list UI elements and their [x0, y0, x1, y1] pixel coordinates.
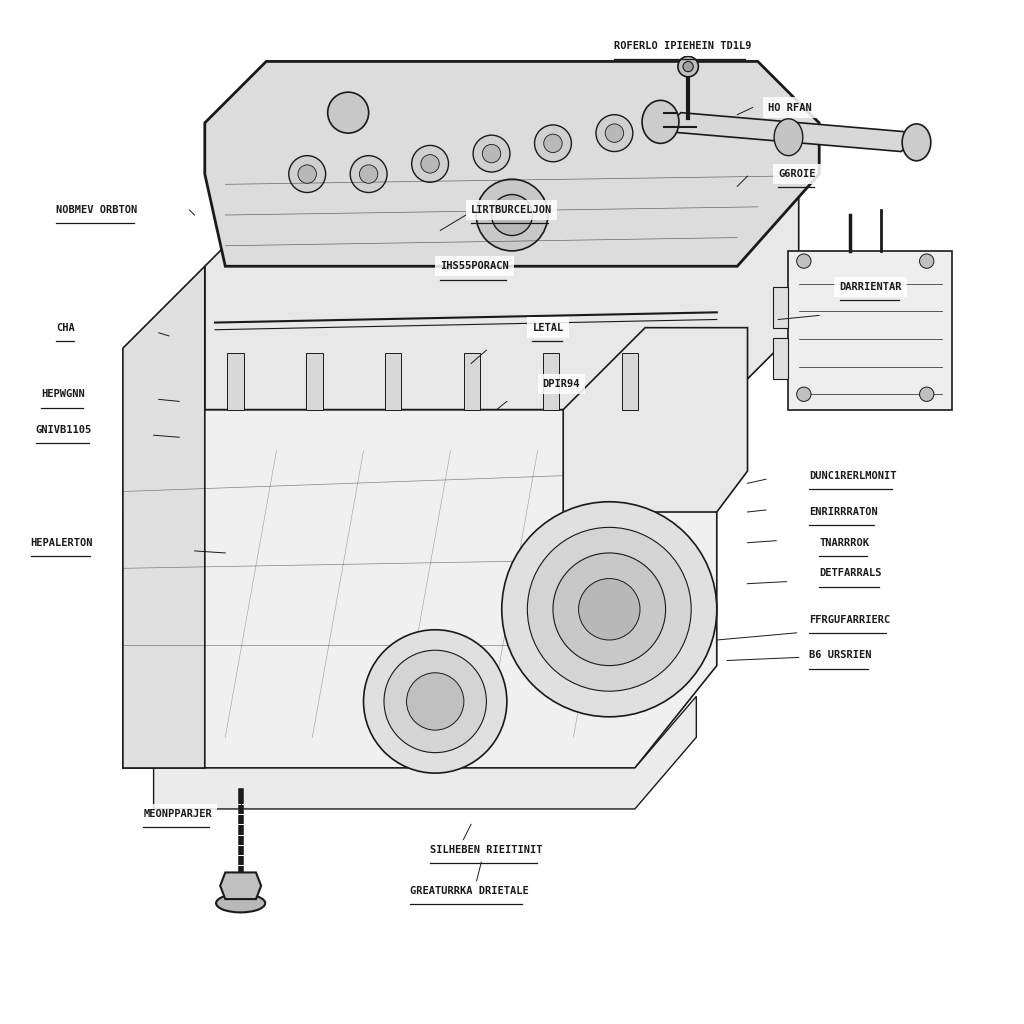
Circle shape: [328, 92, 369, 133]
Circle shape: [579, 579, 640, 640]
Circle shape: [492, 195, 532, 236]
Text: HEPWGNN: HEPWGNN: [41, 389, 85, 399]
Text: ENRIRRRATON: ENRIRRRATON: [809, 507, 878, 517]
Text: DARRIENTAR: DARRIENTAR: [840, 282, 902, 292]
Polygon shape: [205, 61, 819, 266]
Polygon shape: [660, 113, 922, 152]
Polygon shape: [123, 266, 205, 768]
Text: G6ROIE: G6ROIE: [778, 169, 816, 179]
Text: HO RFAN: HO RFAN: [768, 102, 812, 113]
FancyBboxPatch shape: [385, 353, 401, 410]
FancyBboxPatch shape: [306, 353, 323, 410]
Circle shape: [920, 254, 934, 268]
Circle shape: [544, 134, 562, 153]
Circle shape: [596, 115, 633, 152]
Circle shape: [797, 387, 811, 401]
Circle shape: [412, 145, 449, 182]
Text: MEONPPARJER: MEONPPARJER: [143, 809, 212, 819]
Text: LETAL: LETAL: [532, 323, 564, 333]
Ellipse shape: [774, 119, 803, 156]
Text: GNIVB1105: GNIVB1105: [36, 425, 92, 435]
FancyBboxPatch shape: [773, 338, 788, 379]
Circle shape: [553, 553, 666, 666]
Ellipse shape: [642, 100, 679, 143]
Text: SILHEBEN RIEITINIT: SILHEBEN RIEITINIT: [430, 845, 543, 855]
Circle shape: [678, 56, 698, 77]
Text: GREATURRKA DRIETALE: GREATURRKA DRIETALE: [410, 886, 528, 896]
Circle shape: [289, 156, 326, 193]
Circle shape: [683, 61, 693, 72]
Circle shape: [476, 179, 548, 251]
Text: CHA: CHA: [56, 323, 75, 333]
Polygon shape: [205, 184, 799, 410]
Circle shape: [407, 673, 464, 730]
Text: IHS55PORACN: IHS55PORACN: [440, 261, 509, 271]
FancyBboxPatch shape: [227, 353, 244, 410]
Text: B6 URSRIEN: B6 URSRIEN: [809, 650, 871, 660]
Circle shape: [920, 387, 934, 401]
Circle shape: [605, 124, 624, 142]
Text: ROFERLO IPIEHEIN TD1L9: ROFERLO IPIEHEIN TD1L9: [614, 41, 752, 51]
Circle shape: [482, 144, 501, 163]
Polygon shape: [563, 328, 748, 512]
Circle shape: [421, 155, 439, 173]
Text: DPIR94: DPIR94: [543, 379, 581, 389]
Text: HEPALERTON: HEPALERTON: [31, 538, 93, 548]
Circle shape: [797, 254, 811, 268]
Text: TNARRROK: TNARRROK: [819, 538, 869, 548]
Text: FFRGUFARRIERC: FFRGUFARRIERC: [809, 614, 890, 625]
Ellipse shape: [216, 894, 265, 912]
Circle shape: [535, 125, 571, 162]
Circle shape: [350, 156, 387, 193]
FancyBboxPatch shape: [773, 287, 788, 328]
FancyBboxPatch shape: [543, 353, 559, 410]
Ellipse shape: [902, 124, 931, 161]
Polygon shape: [154, 696, 696, 809]
Text: DETFARRALS: DETFARRALS: [819, 568, 882, 579]
Text: NOBMEV ORBTON: NOBMEV ORBTON: [56, 205, 137, 215]
Polygon shape: [123, 410, 717, 768]
Polygon shape: [220, 872, 261, 899]
Circle shape: [527, 527, 691, 691]
Circle shape: [384, 650, 486, 753]
Circle shape: [359, 165, 378, 183]
Text: LIRTBURCELJON: LIRTBURCELJON: [471, 205, 552, 215]
Circle shape: [364, 630, 507, 773]
Text: DUNC1RERLMONIT: DUNC1RERLMONIT: [809, 471, 896, 481]
FancyBboxPatch shape: [788, 251, 952, 410]
FancyBboxPatch shape: [464, 353, 480, 410]
FancyBboxPatch shape: [622, 353, 638, 410]
Circle shape: [473, 135, 510, 172]
Circle shape: [298, 165, 316, 183]
Circle shape: [502, 502, 717, 717]
